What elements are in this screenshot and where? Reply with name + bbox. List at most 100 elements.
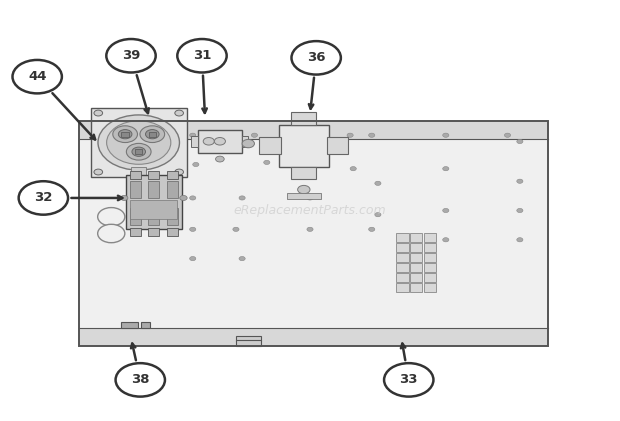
- Circle shape: [369, 227, 375, 232]
- Bar: [126, 175, 182, 229]
- Bar: [167, 171, 178, 179]
- Bar: [198, 130, 242, 153]
- Bar: [149, 132, 156, 137]
- Bar: [410, 263, 422, 272]
- Circle shape: [113, 126, 138, 143]
- Circle shape: [175, 110, 184, 116]
- Circle shape: [118, 130, 132, 139]
- Circle shape: [12, 60, 62, 93]
- Circle shape: [190, 133, 196, 137]
- Circle shape: [94, 169, 103, 175]
- Bar: [130, 200, 177, 219]
- Text: 39: 39: [122, 49, 140, 62]
- Circle shape: [239, 196, 245, 200]
- Circle shape: [505, 133, 511, 137]
- Circle shape: [140, 126, 165, 143]
- Bar: [410, 253, 422, 262]
- Bar: [291, 112, 316, 125]
- Text: 36: 36: [307, 51, 326, 64]
- Bar: [410, 233, 422, 242]
- Bar: [242, 136, 248, 147]
- Text: 44: 44: [28, 70, 46, 83]
- Circle shape: [516, 238, 523, 242]
- Bar: [135, 149, 143, 154]
- Text: 38: 38: [131, 373, 149, 386]
- Circle shape: [375, 213, 381, 217]
- Circle shape: [216, 156, 224, 162]
- Circle shape: [233, 227, 239, 232]
- Bar: [167, 228, 178, 236]
- Circle shape: [193, 163, 199, 167]
- Bar: [167, 181, 178, 198]
- Bar: [410, 273, 422, 282]
- Bar: [286, 192, 321, 199]
- Text: 31: 31: [193, 49, 211, 62]
- Text: 32: 32: [34, 192, 53, 205]
- Bar: [423, 273, 436, 282]
- Circle shape: [190, 196, 196, 200]
- Circle shape: [369, 133, 375, 137]
- Bar: [396, 253, 409, 262]
- Bar: [410, 283, 422, 292]
- Bar: [259, 137, 281, 154]
- Circle shape: [375, 181, 381, 185]
- Circle shape: [94, 110, 103, 116]
- Bar: [423, 242, 436, 252]
- Bar: [148, 171, 159, 179]
- Circle shape: [307, 196, 313, 200]
- Bar: [192, 136, 198, 147]
- Text: eReplacementParts.com: eReplacementParts.com: [234, 204, 386, 217]
- Circle shape: [443, 167, 449, 171]
- Circle shape: [132, 147, 146, 156]
- Circle shape: [190, 256, 196, 261]
- Circle shape: [443, 133, 449, 137]
- Circle shape: [107, 121, 171, 164]
- Bar: [122, 132, 129, 137]
- Circle shape: [298, 185, 310, 194]
- Bar: [236, 340, 260, 346]
- Bar: [148, 228, 159, 236]
- Circle shape: [98, 224, 125, 242]
- Circle shape: [307, 227, 313, 232]
- Text: 33: 33: [399, 373, 418, 386]
- Circle shape: [443, 238, 449, 242]
- Circle shape: [516, 139, 523, 144]
- Bar: [91, 108, 187, 177]
- Bar: [423, 253, 436, 262]
- Bar: [79, 120, 547, 139]
- Bar: [131, 168, 146, 175]
- Bar: [396, 242, 409, 252]
- Bar: [167, 208, 178, 225]
- Circle shape: [115, 363, 165, 397]
- Circle shape: [120, 195, 128, 200]
- Circle shape: [516, 179, 523, 183]
- Circle shape: [190, 227, 196, 232]
- Bar: [130, 208, 141, 225]
- Circle shape: [106, 39, 156, 72]
- Bar: [148, 181, 159, 198]
- Bar: [121, 322, 138, 328]
- Bar: [141, 322, 149, 328]
- Bar: [327, 137, 348, 154]
- Bar: [396, 263, 409, 272]
- Circle shape: [98, 115, 179, 170]
- Bar: [236, 336, 260, 341]
- Circle shape: [251, 133, 257, 137]
- Bar: [396, 283, 409, 292]
- Circle shape: [177, 39, 227, 72]
- Bar: [79, 139, 547, 328]
- Circle shape: [384, 363, 433, 397]
- Circle shape: [180, 195, 187, 200]
- Bar: [423, 263, 436, 272]
- Circle shape: [291, 41, 341, 75]
- Bar: [130, 181, 141, 198]
- Circle shape: [347, 133, 353, 137]
- Circle shape: [126, 144, 151, 160]
- Circle shape: [516, 208, 523, 213]
- Circle shape: [215, 138, 226, 145]
- Bar: [130, 171, 141, 179]
- Circle shape: [175, 169, 184, 175]
- Circle shape: [19, 181, 68, 215]
- Bar: [279, 125, 329, 167]
- Circle shape: [264, 160, 270, 165]
